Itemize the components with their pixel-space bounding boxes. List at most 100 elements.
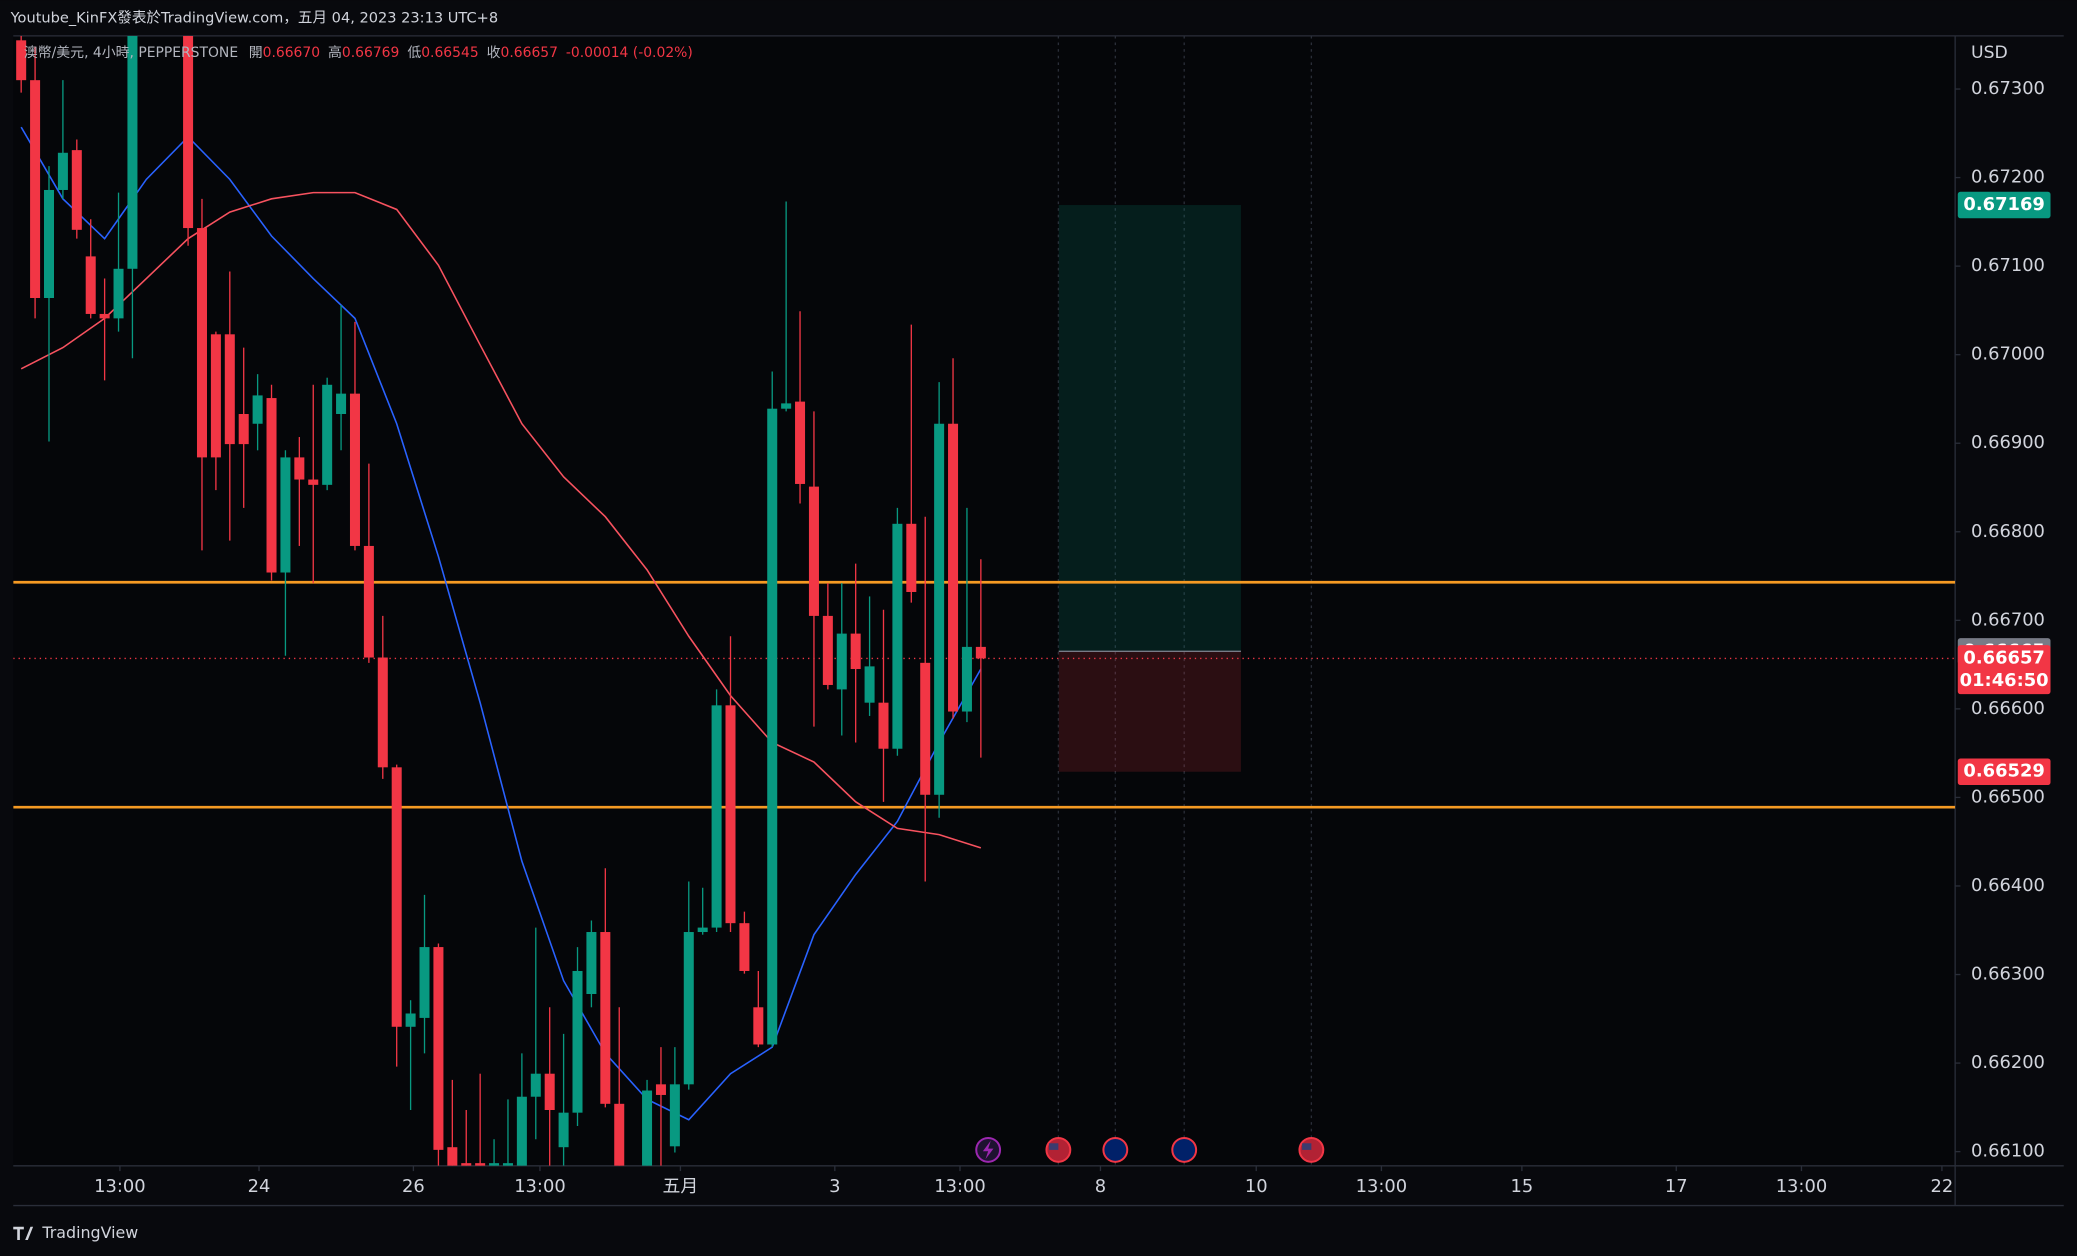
candle-body <box>725 705 736 924</box>
candle-body <box>948 423 959 712</box>
candle-body <box>210 334 221 458</box>
candle-body <box>975 646 986 659</box>
moving-average <box>20 126 982 1121</box>
candle-body <box>405 1013 416 1027</box>
candle-body <box>183 35 194 229</box>
candle-body <box>433 947 444 1150</box>
x-tick-label: 五月 <box>663 1176 699 1197</box>
candle-body <box>683 932 694 1085</box>
candle-body <box>363 545 374 658</box>
candle-body <box>795 401 806 484</box>
price-tag <box>1957 191 2051 219</box>
candle-body <box>836 633 847 690</box>
price-tag <box>1957 758 2051 785</box>
candle-body <box>572 970 583 1113</box>
candle-body <box>349 393 360 546</box>
legend-value: 0.66657 <box>501 45 558 61</box>
event-icons <box>975 1136 1325 1163</box>
price-tag-label: 0.67169 <box>1963 194 2044 215</box>
candle-body <box>767 408 778 1045</box>
candle-body <box>961 646 972 712</box>
candle-body <box>447 1147 458 1166</box>
x-tick-label: 13:00 <box>1776 1176 1828 1197</box>
x-tick-label: 3 <box>829 1176 840 1197</box>
plot-layer <box>13 35 1956 1166</box>
x-tick-label: 10 <box>1245 1176 1268 1197</box>
candle-body <box>238 414 249 445</box>
x-tick-label: 24 <box>248 1176 271 1197</box>
candle-body <box>419 947 430 1018</box>
x-tick-label: 13:00 <box>1356 1176 1408 1197</box>
candle-body <box>850 633 861 670</box>
candle-body <box>377 657 388 768</box>
candle-body <box>530 1073 541 1097</box>
candle-body <box>558 1112 569 1148</box>
candle-body <box>30 80 41 299</box>
y-tick-label: 0.67100 <box>1971 255 2045 276</box>
candle-body <box>336 393 347 415</box>
candle-body <box>99 313 110 319</box>
candle-body <box>697 927 708 933</box>
legend-label: 收 <box>487 45 501 61</box>
y-tick-label: 0.67300 <box>1971 78 2045 99</box>
x-tick-label: 13:00 <box>514 1176 566 1197</box>
y-tick-label: 0.66800 <box>1971 521 2045 542</box>
price-tag-label: 0.66657 <box>1963 647 2044 668</box>
y-tick-label: 0.66700 <box>1971 609 2045 630</box>
candle-body <box>252 395 263 424</box>
legend-value: 0.66670 <box>263 45 320 61</box>
price-tag-label: 01:46:50 <box>1960 670 2049 691</box>
candle-body <box>224 334 235 445</box>
moving-average <box>20 191 982 849</box>
header: Youtube_KinFX發表於TradingView.com，五月 04, 2… <box>10 10 499 27</box>
legend: 澳幣/美元, 4小時, PEPPERSTONE 開0.66670 高0.66769 低… <box>24 44 693 61</box>
candle-body <box>43 189 54 299</box>
x-tick-label: 13:00 <box>934 1176 986 1197</box>
logo <box>13 1226 34 1240</box>
candle-body <box>516 1096 527 1166</box>
candle-body <box>822 615 833 685</box>
y-tick-label: 0.66200 <box>1971 1052 2045 1073</box>
x-tick-label: 17 <box>1665 1176 1688 1197</box>
y-tick-label: 0.67200 <box>1971 167 2045 188</box>
candle-body <box>322 384 333 485</box>
axis-layer: 0.67300 0.67200 0.67100 0.67000 0.66900 0.668… <box>94 78 2051 1197</box>
candle-body <box>294 457 305 480</box>
x-tick-label: 13:00 <box>94 1176 146 1197</box>
plot-area <box>13 35 1956 1166</box>
candle-body <box>934 423 945 795</box>
price-tag <box>1957 645 2051 695</box>
candle-body <box>113 268 124 319</box>
candle-body <box>878 702 889 749</box>
candle-body <box>85 256 96 314</box>
candle-body <box>196 228 207 458</box>
candle-body <box>711 705 722 928</box>
candle-body <box>127 35 138 269</box>
candle-body <box>280 457 291 573</box>
candle-body <box>864 666 875 703</box>
flag-part <box>1049 1143 1059 1150</box>
footer-logo <box>13 1226 34 1240</box>
currency: USD <box>1971 43 2008 63</box>
candle-body <box>753 1007 764 1045</box>
flag-part <box>1302 1143 1312 1150</box>
candle-body <box>614 1103 625 1166</box>
candle-body <box>600 932 611 1104</box>
candle-body <box>489 1163 500 1166</box>
x-tick-label: 22 <box>1931 1176 1954 1197</box>
candle-body <box>642 1090 653 1166</box>
event-lines <box>1057 35 1313 1166</box>
legend-label: 高 <box>328 44 342 61</box>
event-icon[interactable] <box>1102 1136 1129 1163</box>
x-tick-label: 8 <box>1095 1176 1106 1197</box>
x-tick-label: 15 <box>1511 1176 1534 1197</box>
candle-body <box>655 1084 666 1095</box>
candle-body <box>739 923 750 971</box>
candle-body <box>781 403 792 409</box>
candle-body <box>391 767 402 1027</box>
event-icon[interactable] <box>1171 1136 1198 1163</box>
legend-label: 開 <box>249 45 263 61</box>
legend-value: 0.66769 <box>342 45 399 61</box>
y-tick-label: 0.66600 <box>1971 698 2045 719</box>
